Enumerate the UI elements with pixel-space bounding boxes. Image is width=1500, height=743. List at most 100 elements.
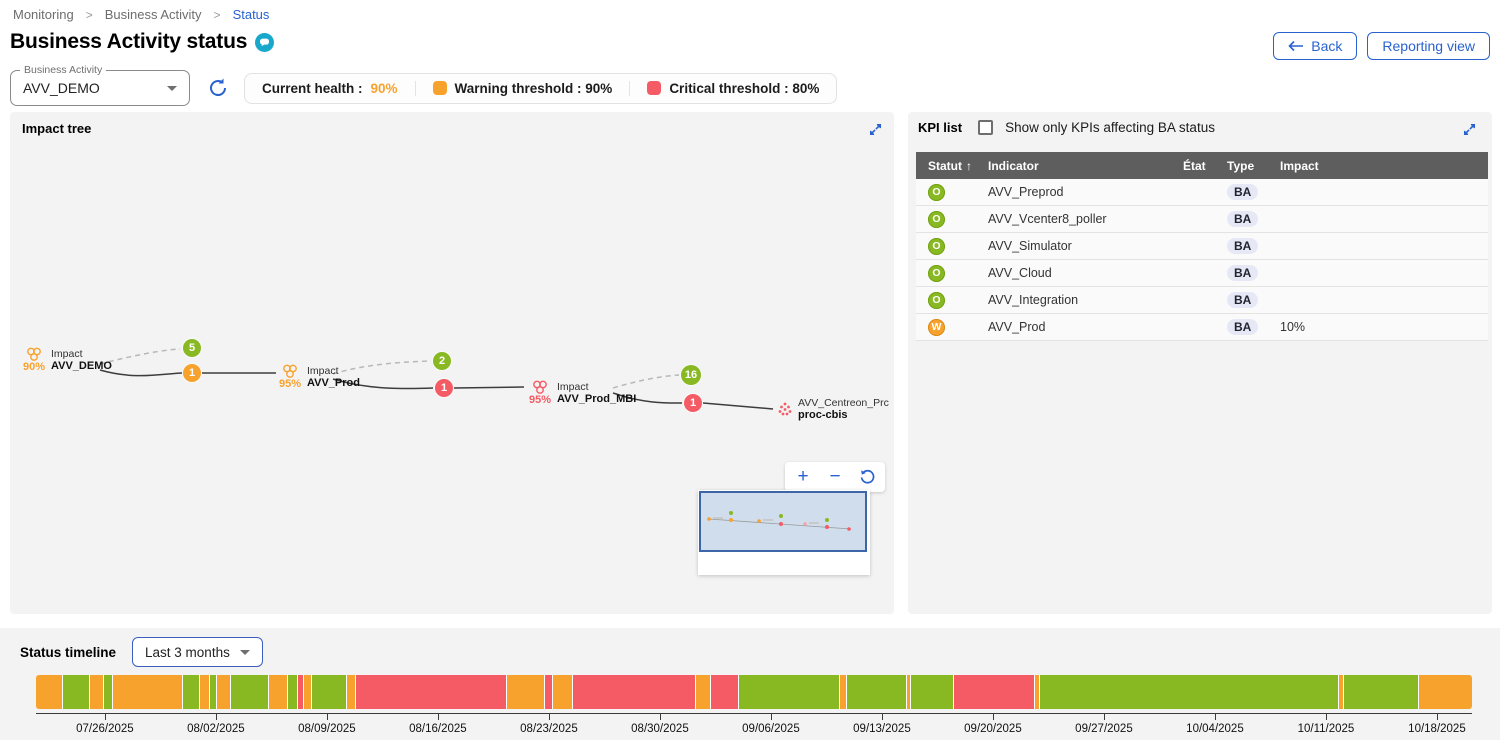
back-button[interactable]: Back xyxy=(1273,32,1357,60)
status-timeline-label: Status timeline xyxy=(20,645,116,660)
timeline-tick xyxy=(1326,714,1328,720)
count-badge[interactable]: 16 xyxy=(681,365,701,385)
kpi-status-badge: O xyxy=(928,238,945,255)
tree-node-avv-demo[interactable]: 90% Impact AVV_DEMO xyxy=(22,347,112,373)
timeline-date-label: 09/06/2025 xyxy=(742,723,800,735)
column-header-indicator[interactable]: Indicator xyxy=(976,159,1171,173)
count-badge[interactable]: 1 xyxy=(684,394,702,412)
current-health-chip: Current health : 90% xyxy=(245,81,415,96)
zoom-out-button[interactable]: − xyxy=(823,465,847,489)
main-content: Impact tree 90% Impact xyxy=(10,112,1492,614)
timeline-date-label: 08/16/2025 xyxy=(409,723,467,735)
kpi-table-row[interactable]: O AVV_Cloud BA xyxy=(916,260,1488,287)
impact-tree-panel: Impact tree 90% Impact xyxy=(10,112,894,614)
kpi-table-header: Statut ↑ Indicator État Type Impact xyxy=(916,152,1488,179)
tree-node-avv-prod-mbi[interactable]: 95% Impact AVV_Prod_MBI xyxy=(528,380,636,406)
timeline-segment xyxy=(113,675,183,709)
timeline-segment xyxy=(183,675,200,709)
timeline-segment xyxy=(217,675,231,709)
kpi-table-row[interactable]: W AVV_Prod BA 10% xyxy=(916,314,1488,341)
timeline-segment xyxy=(847,675,907,709)
comment-icon[interactable] xyxy=(255,33,274,52)
kpi-type-pill: BA xyxy=(1227,265,1258,281)
kpi-status-badge: O xyxy=(928,265,945,282)
reporting-view-button[interactable]: Reporting view xyxy=(1367,32,1490,60)
arrow-left-icon xyxy=(1288,40,1304,52)
kpi-status-badge: O xyxy=(928,292,945,309)
timeline-segment xyxy=(1040,675,1339,709)
service-dots-icon xyxy=(778,402,792,416)
timeline-tick xyxy=(549,714,551,720)
count-badge[interactable]: 1 xyxy=(183,364,201,382)
kpi-list-title: KPI list xyxy=(918,120,962,135)
breadcrumb-business-activity[interactable]: Business Activity xyxy=(105,7,202,22)
timeline-segment xyxy=(90,675,104,709)
column-header-statut[interactable]: Statut ↑ xyxy=(916,159,976,173)
timeline-tick xyxy=(771,714,773,720)
count-badge[interactable]: 1 xyxy=(435,379,453,397)
timeline-segment xyxy=(36,675,63,709)
node-health: 95% xyxy=(279,378,301,390)
breadcrumb-separator: > xyxy=(86,8,93,22)
kpi-table-row[interactable]: O AVV_Simulator BA xyxy=(916,233,1488,260)
kpi-indicator: AVV_Vcenter8_poller xyxy=(976,212,1171,226)
kpi-table-row[interactable]: O AVV_Vcenter8_poller BA xyxy=(916,206,1488,233)
column-header-type[interactable]: Type xyxy=(1215,159,1268,173)
breadcrumb-monitoring[interactable]: Monitoring xyxy=(13,7,74,22)
timeline-segment xyxy=(288,675,298,709)
health-summary-bar: Current health : 90% Warning threshold :… xyxy=(244,73,837,104)
timeline-segment xyxy=(911,675,954,709)
timeline-segment xyxy=(63,675,90,709)
node-line1: Impact xyxy=(557,381,636,393)
timeline-segment xyxy=(739,675,841,709)
timeline-date-label: 08/23/2025 xyxy=(520,723,578,735)
node-line1: Impact xyxy=(51,348,112,360)
count-badge[interactable]: 5 xyxy=(183,339,201,357)
count-badge[interactable]: 2 xyxy=(433,352,451,370)
ba-cluster-icon xyxy=(281,364,299,379)
tree-minimap[interactable] xyxy=(698,490,870,575)
kpi-filter-checkbox[interactable] xyxy=(978,120,993,135)
back-button-label: Back xyxy=(1311,37,1342,55)
kpi-table-row[interactable]: O AVV_Preprod BA xyxy=(916,179,1488,206)
kpi-status-badge: W xyxy=(928,319,945,336)
timeline-segment xyxy=(840,675,847,709)
timeline-tick xyxy=(216,714,218,720)
critical-swatch-icon xyxy=(647,81,661,95)
timeline-segment xyxy=(312,675,347,709)
timeline-segment xyxy=(231,675,269,709)
breadcrumb-status[interactable]: Status xyxy=(233,7,270,22)
kpi-type-pill: BA xyxy=(1227,184,1258,200)
timeline-date-label: 08/09/2025 xyxy=(298,723,356,735)
kpi-filter-label[interactable]: Show only KPIs affecting BA status xyxy=(1005,120,1215,135)
business-activity-select[interactable]: Business Activity AVV_DEMO xyxy=(10,70,190,106)
kpi-status-badge: O xyxy=(928,184,945,201)
timeline-segment xyxy=(573,675,696,709)
refresh-icon[interactable] xyxy=(206,76,230,100)
timeline-tick xyxy=(105,714,107,720)
column-header-impact[interactable]: Impact xyxy=(1268,159,1488,173)
timeline-segment xyxy=(269,675,288,709)
timeline-tick xyxy=(1437,714,1439,720)
node-line1: Impact xyxy=(307,365,360,377)
kpi-table-row[interactable]: O AVV_Integration BA xyxy=(916,287,1488,314)
timeline-tick xyxy=(327,714,329,720)
tree-node-avv-prod[interactable]: 95% Impact AVV_Prod xyxy=(278,364,360,390)
timeline-date-label: 09/20/2025 xyxy=(964,723,1022,735)
minimap-viewport[interactable] xyxy=(699,491,867,552)
status-timeline-bar xyxy=(36,675,1472,709)
expand-icon[interactable] xyxy=(1461,121,1478,138)
tree-node-proc-cbis[interactable]: AVV_Centreon_Prc proc-cbis xyxy=(777,397,889,421)
timeline-range-select[interactable]: Last 3 months xyxy=(132,637,263,667)
chevron-down-icon xyxy=(167,86,177,91)
reporting-view-label: Reporting view xyxy=(1382,37,1475,55)
kpi-indicator: AVV_Integration xyxy=(976,293,1171,307)
reset-view-button[interactable] xyxy=(855,465,879,489)
column-header-etat[interactable]: État xyxy=(1171,159,1215,173)
current-health-value: 90% xyxy=(371,81,398,96)
zoom-in-button[interactable]: + xyxy=(791,465,815,489)
node-health: 95% xyxy=(529,394,551,406)
timeline-date-label: 10/18/2025 xyxy=(1408,723,1466,735)
timeline-segment xyxy=(304,675,312,709)
warning-swatch-icon xyxy=(433,81,447,95)
